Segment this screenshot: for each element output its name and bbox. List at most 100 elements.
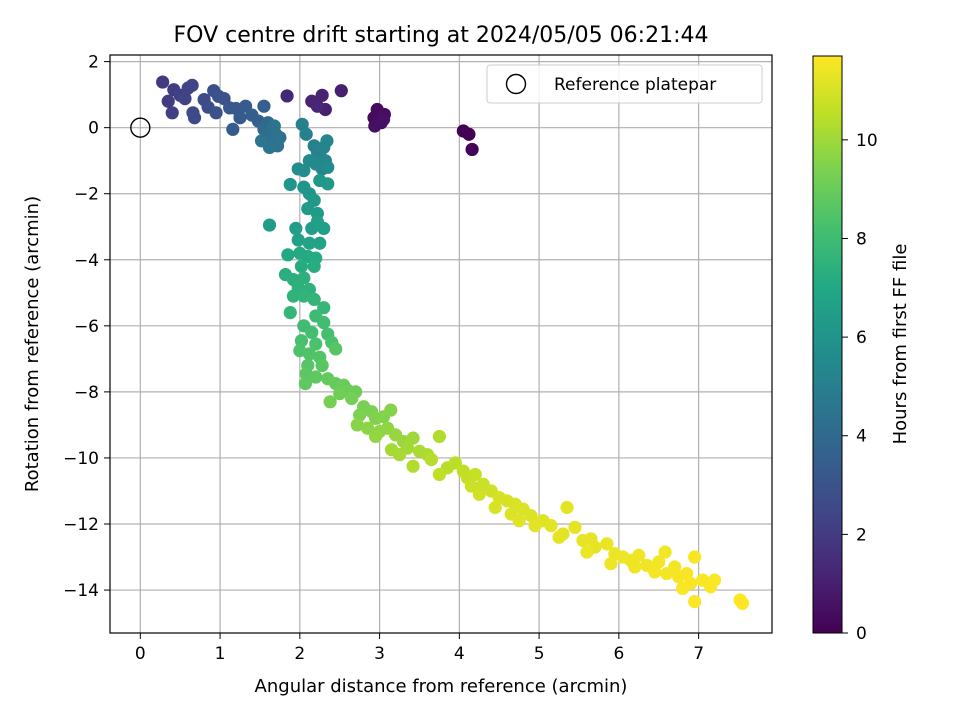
- data-point: [333, 386, 347, 401]
- colorbar-ticks: 0 2 4 6 8 10: [842, 131, 878, 644]
- data-point: [334, 84, 348, 98]
- data-point: [464, 479, 478, 493]
- y-tick-label: −6: [74, 317, 99, 337]
- data-point: [488, 500, 502, 515]
- data-point: [652, 555, 666, 569]
- colorbar-tick-label: 2: [856, 525, 867, 545]
- data-point: [512, 514, 526, 528]
- data-point: [165, 106, 179, 120]
- data-point: [468, 467, 482, 482]
- data-point: [321, 160, 335, 174]
- reference-platepar-marker: [130, 117, 151, 138]
- data-point: [254, 134, 269, 148]
- y-tick-label: −2: [74, 185, 99, 205]
- data-point: [345, 391, 359, 406]
- data-point: [648, 565, 662, 579]
- data-point: [283, 177, 297, 192]
- data-point: [187, 111, 202, 125]
- y-axis: 2 0 −2 −4 −6 −8 −10 −12 −14: [63, 53, 110, 601]
- legend-box: [486, 64, 763, 104]
- reference-marker-layer: [130, 117, 151, 138]
- data-point: [280, 89, 294, 103]
- colorbar-tick-label: 6: [856, 328, 867, 348]
- data-point: [302, 236, 316, 250]
- data-point: [580, 545, 594, 559]
- data-point: [688, 550, 702, 564]
- data-point: [281, 248, 295, 262]
- x-tick-label: 2: [294, 644, 305, 664]
- data-point: [432, 467, 447, 482]
- data-point: [604, 557, 618, 571]
- data-point: [376, 112, 391, 127]
- x-tick-label: 6: [613, 644, 624, 664]
- data-point: [307, 259, 321, 273]
- data-point: [552, 530, 566, 544]
- colorbar: 0 2 4 6 8 10 Hours from first FF file: [812, 55, 911, 644]
- data-point: [568, 520, 582, 534]
- data-point: [528, 519, 542, 533]
- data-point: [291, 162, 305, 176]
- data-point: [680, 566, 694, 581]
- data-point: [297, 271, 311, 285]
- data-point: [707, 573, 722, 587]
- data-point: [465, 142, 479, 157]
- x-tick-label: 3: [374, 644, 385, 664]
- y-tick-label: −12: [63, 515, 99, 535]
- data-point: [257, 99, 271, 113]
- data-point: [156, 75, 170, 89]
- data-point: [406, 459, 420, 473]
- data-point: [294, 334, 309, 348]
- data-point: [315, 358, 329, 373]
- data-point: [600, 537, 614, 551]
- data-point: [310, 99, 324, 113]
- data-point: [226, 122, 240, 136]
- colorbar-label: Hours from first FF file: [890, 244, 911, 445]
- colorbar-tick-label: 8: [856, 229, 867, 249]
- data-point: [294, 259, 309, 273]
- data-point: [267, 119, 281, 133]
- data-point: [286, 289, 301, 303]
- data-point: [384, 403, 398, 417]
- data-point: [668, 560, 682, 574]
- y-tick-label: −14: [63, 581, 99, 601]
- data-point: [273, 130, 287, 145]
- data-point: [307, 292, 321, 307]
- data-point: [291, 233, 305, 247]
- data-point: [658, 545, 672, 559]
- data-point: [320, 134, 334, 148]
- data-point: [302, 347, 316, 361]
- x-tick-label: 1: [215, 644, 226, 664]
- data-point: [353, 408, 367, 422]
- data-point: [448, 456, 462, 470]
- data-point: [283, 306, 297, 320]
- data-point: [323, 395, 337, 409]
- data-point: [317, 221, 331, 235]
- data-point: [632, 548, 646, 562]
- y-tick-label: −10: [63, 449, 99, 469]
- data-point: [676, 581, 690, 596]
- y-tick-label: 2: [88, 53, 99, 73]
- y-tick-label: 0: [88, 119, 99, 139]
- y-tick-label: −8: [74, 383, 99, 403]
- data-point: [544, 519, 558, 533]
- data-point: [178, 91, 192, 106]
- data-point: [309, 370, 323, 384]
- data-point: [289, 221, 303, 235]
- data-point: [262, 218, 277, 232]
- chart-title: FOV centre drift starting at 2024/05/05 …: [174, 23, 709, 48]
- x-tick-label: 4: [454, 644, 465, 664]
- legend-reference-marker: [505, 73, 527, 95]
- data-point: [295, 117, 309, 131]
- colorbar-tick-label: 4: [856, 427, 867, 447]
- data-point: [406, 431, 420, 445]
- data-point: [321, 177, 335, 191]
- data-point: [735, 596, 750, 610]
- colorbar-tick-label: 10: [856, 131, 878, 151]
- colorbar-scale: [812, 55, 843, 634]
- data-point: [313, 236, 327, 250]
- data-point: [524, 509, 538, 523]
- data-point: [329, 342, 343, 356]
- colorbar-tick-label: 0: [856, 624, 867, 644]
- data-point: [432, 429, 447, 444]
